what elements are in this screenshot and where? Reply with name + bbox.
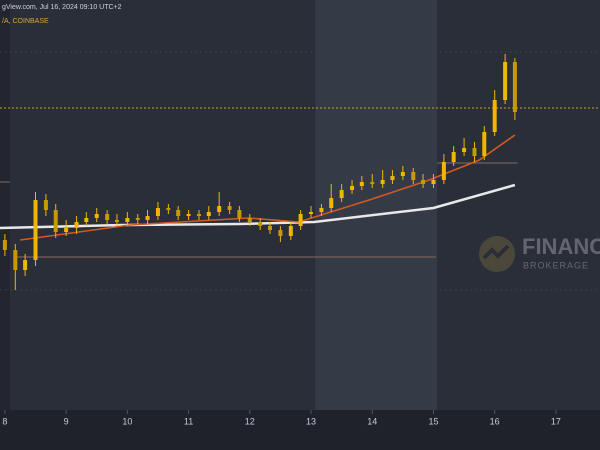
x-tick-label: 17 <box>551 416 561 426</box>
candle-body <box>227 206 232 210</box>
candle-body <box>278 230 283 236</box>
candle-body <box>64 228 69 232</box>
candle-body <box>512 62 517 112</box>
candle-body <box>155 208 160 216</box>
candle-body <box>176 210 181 216</box>
candle-body <box>105 214 110 220</box>
left-strip <box>0 0 10 410</box>
candle-body <box>186 214 191 216</box>
candle-body <box>309 212 314 214</box>
x-tick-label: 15 <box>428 416 438 426</box>
candle-body <box>400 172 405 176</box>
candle-body <box>380 180 385 184</box>
candle-body <box>196 214 201 216</box>
candle-body <box>329 198 334 208</box>
plot-area <box>0 0 600 410</box>
candle-body <box>217 206 222 212</box>
watermark-logo <box>479 236 515 272</box>
candle-body <box>492 100 497 132</box>
highlight-zone <box>315 0 438 410</box>
x-tick-label: 13 <box>306 416 316 426</box>
candle-body <box>482 132 487 156</box>
candle-body <box>206 212 211 216</box>
x-tick-label: 16 <box>490 416 500 426</box>
candle-body <box>84 218 89 222</box>
candle-body <box>53 210 58 232</box>
candle-body <box>125 218 130 222</box>
candle-body <box>94 214 99 218</box>
x-axis-area <box>0 410 600 450</box>
candle-body <box>288 226 293 236</box>
candle-body <box>441 162 446 180</box>
watermark: FINANC BROKERAGE <box>479 234 600 272</box>
x-tick-label: 11 <box>184 416 193 426</box>
candle-body <box>472 148 477 156</box>
x-tick-label: 10 <box>122 416 132 426</box>
candle-body <box>43 200 48 210</box>
candle-body <box>74 222 79 228</box>
x-tick-label: 9 <box>64 416 69 426</box>
candle-body <box>2 240 7 250</box>
candle-body <box>370 182 375 184</box>
candle-body <box>33 200 38 260</box>
candle-body <box>462 148 467 152</box>
candle-body <box>237 210 242 218</box>
candle-body <box>411 172 416 180</box>
candle-body <box>135 218 140 220</box>
candle-body <box>114 220 119 222</box>
symbol-text: /A, COINBASE <box>2 18 49 25</box>
candle-body <box>268 226 272 230</box>
candle-body <box>166 208 171 210</box>
candle-body <box>13 250 18 270</box>
watermark-logo-mark <box>482 244 510 260</box>
source-text: gView.com, Jul 16, 2024 09:10 UTC+2 <box>2 4 122 11</box>
candle-body <box>451 152 456 162</box>
candle-body <box>319 208 324 212</box>
candle-body <box>247 218 252 222</box>
watermark-subtitle: BROKERAGE <box>523 260 589 270</box>
watermark-title: FINANC <box>522 234 600 259</box>
candle-body <box>23 260 28 270</box>
ma-line <box>20 134 516 241</box>
candle-body <box>390 176 395 180</box>
ma-line <box>0 183 516 230</box>
candle-body <box>421 180 426 184</box>
x-tick-label: 8 <box>2 416 7 426</box>
candle-body <box>350 186 355 190</box>
candle-body <box>298 214 303 226</box>
candle-body <box>431 180 436 184</box>
x-tick-label: 12 <box>245 416 255 426</box>
candle-body <box>145 216 150 220</box>
candle-body <box>359 182 364 186</box>
candle-body <box>503 62 508 100</box>
candle-body <box>258 222 263 226</box>
x-tick-label: 14 <box>367 416 377 426</box>
candle-body <box>339 190 344 198</box>
